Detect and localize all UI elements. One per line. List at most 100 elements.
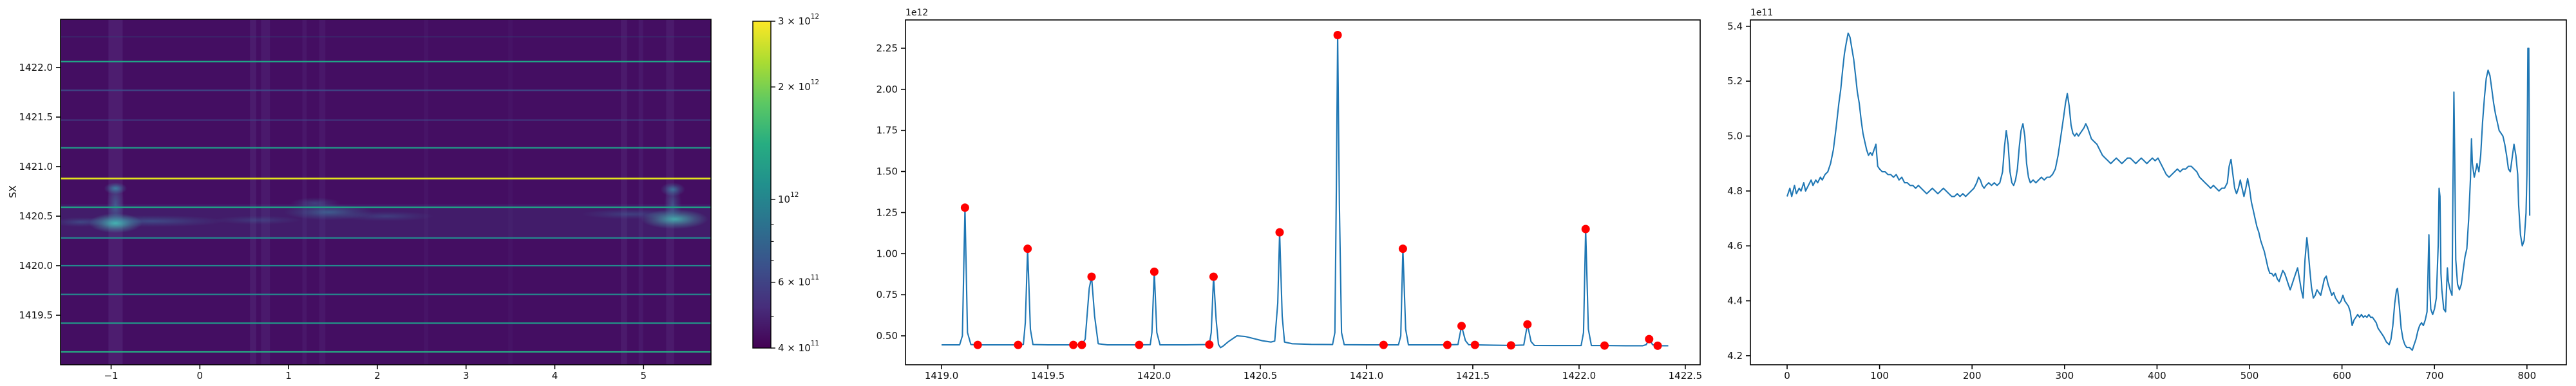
x-tick-label: 2 xyxy=(374,370,381,381)
x-tick-label: 1421.5 xyxy=(1456,370,1490,381)
heatmap-spectral-line xyxy=(61,237,711,239)
y-tick-label: 1.25 xyxy=(876,207,898,218)
heatmap-spectral-line xyxy=(61,60,711,62)
peak-marker xyxy=(1398,244,1407,253)
axis-offset-label: 1e11 xyxy=(1750,8,1773,18)
y-tick-label: 4.6 xyxy=(1727,240,1743,252)
colorbar-tick-label: 6 × 1011 xyxy=(778,274,819,288)
x-tick-label: 700 xyxy=(2425,370,2444,381)
heatmap-vertical-stripe xyxy=(302,19,307,365)
peak-marker xyxy=(1379,340,1388,349)
heatmap-spectral-line xyxy=(61,36,711,38)
heatmap-spectral-line xyxy=(61,351,711,353)
colorbar-tick-label: 1012 xyxy=(778,191,799,205)
peak-marker xyxy=(960,203,969,212)
heatmap-spectral-line xyxy=(61,293,711,295)
x-tick-label: 1419.0 xyxy=(925,370,959,381)
peak-marker xyxy=(1087,272,1096,281)
peak-marker xyxy=(1023,244,1032,253)
y-axis-label: SX xyxy=(7,185,19,198)
heatmap-spectral-line xyxy=(61,207,711,208)
y-tick-label: 4.8 xyxy=(1727,185,1743,197)
spectrum-peaks-line xyxy=(942,34,1669,349)
x-tick-label: 600 xyxy=(2333,370,2351,381)
peak-marker xyxy=(1135,340,1144,349)
heatmap-emission-blob xyxy=(290,197,341,210)
x-tick-label: 500 xyxy=(2240,370,2259,381)
spectrum-peaks-axes: 1419.0 1419.5 1420.0 1420.5 1421.0 1421.5 1422… xyxy=(876,8,1703,381)
heatmap-vertical-stripe xyxy=(250,19,256,365)
y-tick-label: 4.4 xyxy=(1727,295,1743,307)
heatmap-vertical-stripe xyxy=(261,19,270,365)
heatmap-spectral-line xyxy=(61,89,711,91)
time-series-plot-area xyxy=(1786,32,2531,351)
peak-marker xyxy=(1523,320,1532,329)
y-tick-label: 0.75 xyxy=(876,289,898,300)
peak-marker xyxy=(1209,272,1218,281)
y-tick-label: 1422.0 xyxy=(19,62,53,73)
y-tick-label: 1421.0 xyxy=(19,161,53,172)
x-tick-label: 4 xyxy=(552,370,558,381)
peak-marker xyxy=(1600,341,1609,350)
peak-marker xyxy=(1645,335,1654,344)
y-tick-label: 5.4 xyxy=(1727,21,1743,32)
x-tick-label: 0 xyxy=(197,370,204,381)
x-tick-label: 1419.5 xyxy=(1031,370,1065,381)
heatmap-spectral-line xyxy=(61,119,711,121)
peak-marker xyxy=(1581,225,1590,234)
heatmap-spectral-line xyxy=(61,178,711,179)
x-tick-label: 1422.0 xyxy=(1562,370,1596,381)
heatmap-emission-blob xyxy=(213,216,302,225)
peak-marker xyxy=(1150,267,1159,276)
time-series-axes: 0 100 200 300 400 500 600 700 800 4.2 4.4 4.6 4.8 5.0… xyxy=(1727,8,2567,381)
peak-marker xyxy=(1333,31,1342,39)
y-tick-label: 1.00 xyxy=(876,248,898,259)
y-tick-label: 4.2 xyxy=(1727,350,1743,362)
peak-marker xyxy=(1205,340,1214,349)
heatmap-emission-blob xyxy=(61,217,107,227)
heatmap-emission-blob xyxy=(75,215,227,227)
peak-marker xyxy=(1457,322,1466,331)
y-tick-label: 5.2 xyxy=(1727,75,1743,87)
peak-marker xyxy=(1077,340,1086,349)
heatmap-vertical-stripe xyxy=(424,19,429,365)
x-tick-label: 100 xyxy=(1870,370,1889,381)
heatmap-vertical-stripe xyxy=(319,19,326,365)
y-tick-label: 1419.5 xyxy=(19,309,53,321)
y-tick-label: 1421.5 xyxy=(19,111,53,123)
peak-marker xyxy=(1653,341,1662,350)
colorbar: 3 × 1012 2 × 1012 1012 6 × 1011 4 × 1011 xyxy=(752,13,819,354)
peak-marker xyxy=(1014,340,1023,349)
peak-marker xyxy=(1069,340,1078,349)
heatmap-spectral-line xyxy=(61,264,711,267)
colorbar-tick-label: 4 × 1011 xyxy=(778,340,819,354)
x-tick-label: 800 xyxy=(2518,370,2537,381)
heatmap-vertical-stripe xyxy=(638,19,643,365)
y-tick-label: 2.25 xyxy=(876,42,898,54)
heatmap-axes: −1 0 1 2 3 4 5 1419.5 1420.0 1420.5 1421.0 1421.5 14… xyxy=(7,13,819,381)
axis-offset-label: 1e12 xyxy=(905,8,928,18)
heatmap-spectral-line xyxy=(61,147,711,149)
x-tick-label: 1422.5 xyxy=(1669,370,1703,381)
x-tick-label: 3 xyxy=(463,370,469,381)
x-tick-label: 200 xyxy=(1963,370,1982,381)
heatmap-background xyxy=(61,19,711,365)
x-tick-label: 0 xyxy=(1784,370,1790,381)
y-tick-label: 1.50 xyxy=(876,166,898,178)
axes-spines xyxy=(905,19,1701,365)
y-tick-label: 1420.5 xyxy=(19,210,53,222)
spectrum-peaks-plot-area xyxy=(942,31,1669,350)
peak-marker xyxy=(1443,340,1452,349)
x-tick-label: −1 xyxy=(104,370,118,381)
y-tick-label: 1.75 xyxy=(876,125,898,136)
x-tick-label: 1420.5 xyxy=(1244,370,1278,381)
colorbar-tick-label: 2 × 1012 xyxy=(778,78,819,93)
peak-marker xyxy=(1275,228,1284,237)
peak-marker xyxy=(1506,341,1515,350)
x-tick-label: 400 xyxy=(2148,370,2166,381)
axes-spines xyxy=(60,19,712,365)
heatmap-emission-blob xyxy=(337,211,435,221)
heatmap-emission-blob xyxy=(663,184,682,225)
